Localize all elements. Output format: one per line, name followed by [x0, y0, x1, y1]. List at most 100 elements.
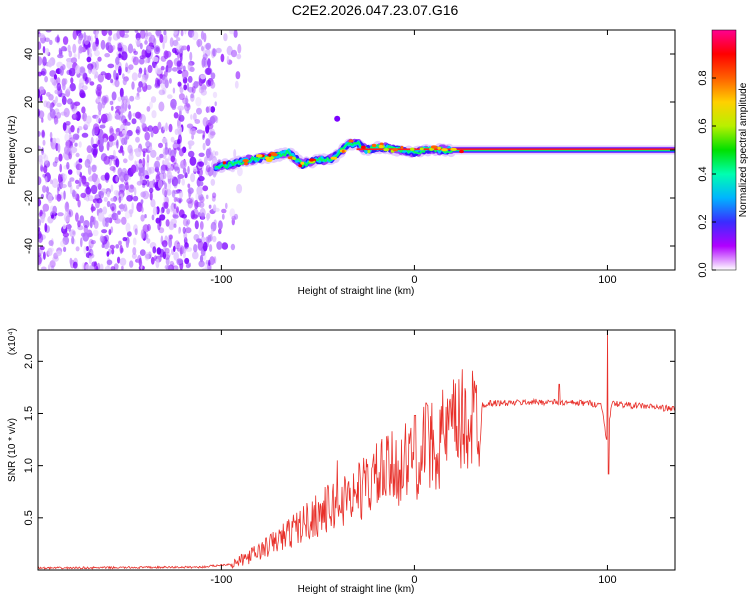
- noise-speck: [74, 142, 78, 147]
- noise-speck: [70, 184, 73, 195]
- noise-speck: [134, 147, 142, 158]
- noise-speck: [77, 38, 82, 45]
- y-tick-label: 1.0: [23, 458, 35, 473]
- noise-speck: [96, 198, 103, 204]
- noise-speck: [49, 108, 56, 119]
- noise-speck: [117, 42, 123, 53]
- noise-speck: [147, 46, 155, 51]
- noise-speck: [41, 117, 44, 123]
- noise-speck: [168, 78, 172, 84]
- signal-hotspot: [410, 147, 415, 151]
- noise-speck: [162, 251, 167, 260]
- noise-speck: [57, 143, 61, 153]
- noise-speck: [39, 94, 43, 102]
- noise-speck: [101, 243, 105, 249]
- noise-speck: [78, 177, 82, 187]
- noise-speck: [114, 218, 121, 224]
- noise-speck: [42, 46, 46, 54]
- noise-speck: [195, 96, 202, 107]
- noise-speck: [129, 95, 135, 102]
- noise-speck: [134, 30, 139, 33]
- signal-hotspot: [269, 152, 277, 156]
- noise-speck: [158, 142, 163, 149]
- noise-speck: [162, 40, 165, 50]
- noise-speck: [178, 93, 185, 101]
- noise-speck: [131, 72, 138, 81]
- noise-speck: [182, 167, 187, 174]
- noise-speck: [88, 248, 94, 257]
- noise-speck: [148, 146, 153, 152]
- noise-speck: [141, 122, 146, 129]
- noise-speck: [87, 47, 90, 56]
- noise-speck: [150, 130, 154, 138]
- noise-speck: [119, 203, 125, 212]
- noise-speck: [121, 129, 127, 135]
- noise-speck: [64, 201, 70, 212]
- noise-speck: [221, 213, 225, 220]
- noise-speck: [84, 186, 91, 197]
- noise-speck: [97, 101, 103, 112]
- noise-speck: [106, 259, 113, 266]
- noise-speck: [91, 164, 97, 173]
- noise-speck: [87, 232, 93, 237]
- noise-speck: [56, 77, 61, 85]
- noise-speck: [38, 89, 41, 99]
- noise-speck: [70, 125, 75, 133]
- noise-speck: [81, 132, 89, 138]
- noise-speck: [85, 186, 92, 195]
- noise-speck: [144, 214, 147, 219]
- noise-speck: [105, 42, 109, 51]
- noise-speck: [139, 249, 146, 256]
- noise-speck: [162, 151, 167, 159]
- noise-speck: [76, 127, 80, 134]
- spectrogram-ylabel: Frequency (Hz): [7, 116, 18, 185]
- noise-speck: [212, 235, 217, 243]
- noise-speck: [116, 213, 119, 221]
- noise-speck: [126, 231, 132, 237]
- noise-speck: [83, 245, 87, 255]
- signal-hotspot: [268, 156, 274, 160]
- noise-speck: [54, 36, 61, 43]
- noise-speck: [46, 101, 51, 109]
- noise-speck: [172, 143, 179, 149]
- noise-speck: [161, 137, 168, 144]
- noise-speck: [187, 140, 195, 146]
- x-tick-label: -100: [210, 274, 232, 286]
- y-tick-label: 0: [23, 147, 35, 153]
- noise-speck: [203, 156, 208, 166]
- signal-hotspot: [361, 145, 366, 149]
- noise-speck: [145, 140, 151, 148]
- noise-speck: [118, 105, 125, 114]
- noise-speck: [124, 30, 130, 34]
- noise-speck: [79, 78, 85, 85]
- noise-speck: [180, 159, 187, 169]
- noise-speck: [167, 182, 172, 191]
- signal-hotspot: [348, 139, 354, 143]
- noise-speck: [141, 148, 148, 154]
- noise-speck: [149, 187, 154, 194]
- noise-speck: [149, 191, 153, 201]
- noise-speck: [210, 228, 214, 236]
- noise-speck: [160, 208, 164, 215]
- noise-speck: [79, 66, 86, 76]
- noise-speck: [230, 49, 238, 58]
- noise-speck: [164, 50, 172, 58]
- noise-speck: [162, 159, 165, 166]
- noise-speck: [220, 53, 225, 63]
- noise-speck: [127, 43, 134, 54]
- noise-speck: [67, 98, 73, 105]
- noise-speck: [75, 64, 81, 75]
- noise-speck: [113, 263, 119, 270]
- noise-speck: [211, 150, 217, 158]
- y-tick-label: 1.5: [23, 406, 35, 421]
- noise-speck: [98, 207, 103, 214]
- noise-speck: [38, 249, 44, 255]
- signal-hotspot: [450, 147, 457, 151]
- noise-speck: [176, 37, 181, 42]
- noise-speck: [186, 82, 190, 92]
- noise-speck: [137, 72, 142, 79]
- noise-speck: [207, 234, 212, 243]
- colorbar-tick-label: 0.4: [697, 166, 709, 181]
- noise-speck: [118, 53, 122, 59]
- colorbar-label: Normalized spectral amplitude: [738, 82, 749, 217]
